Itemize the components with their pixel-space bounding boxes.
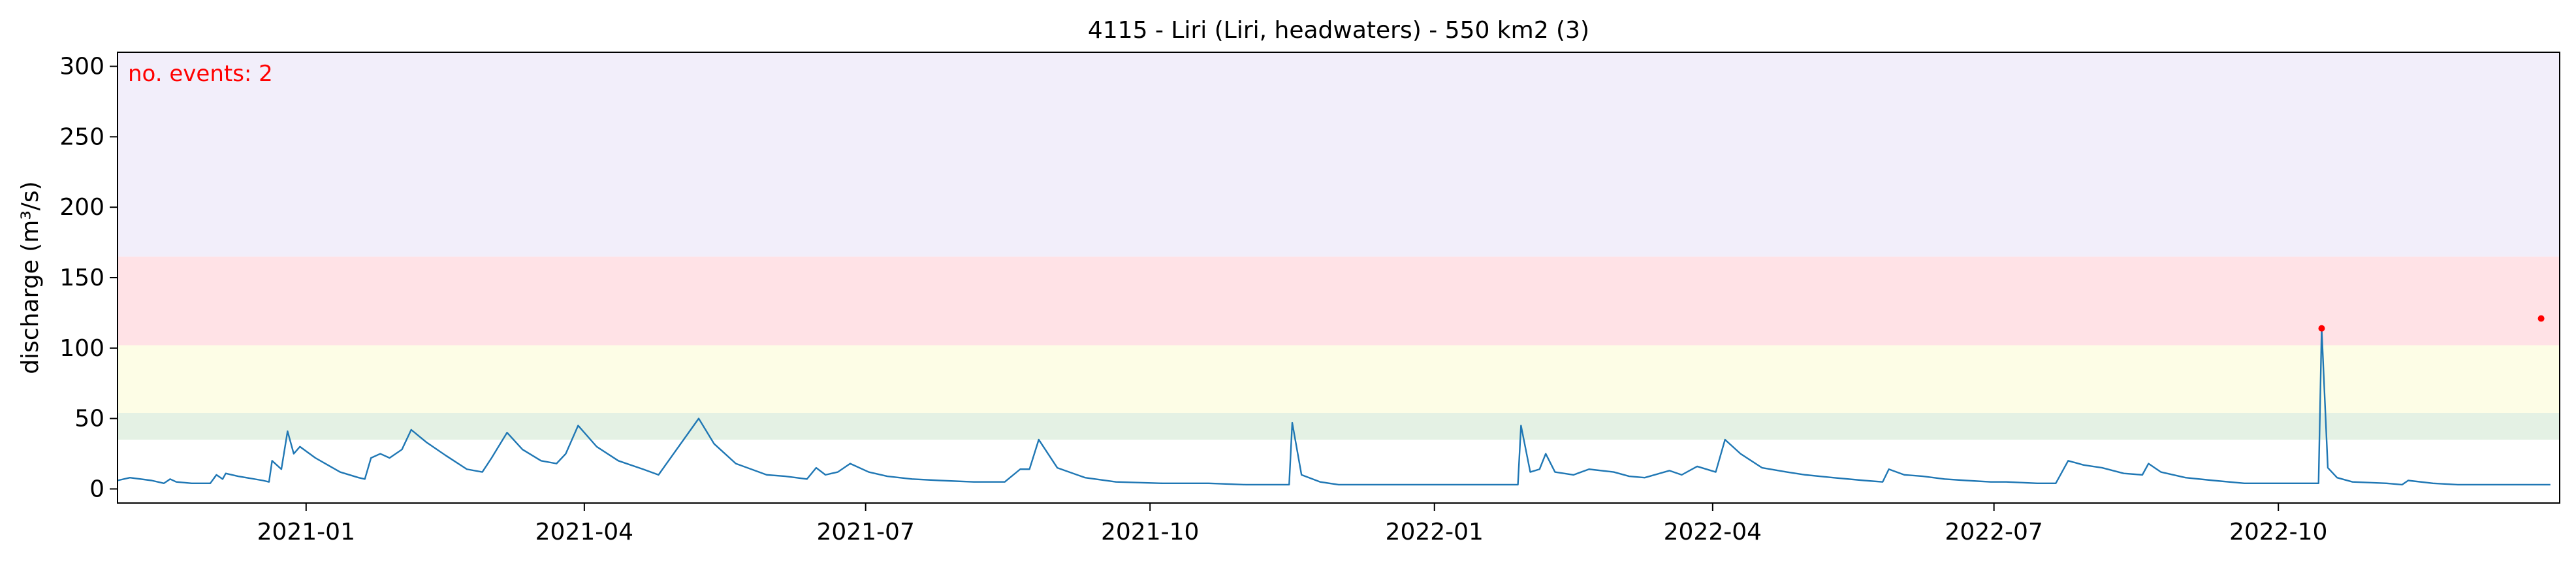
x-tick-label: 2021-01 xyxy=(257,519,355,545)
threshold-band-1 xyxy=(118,345,2560,413)
x-tick-label: 2022-07 xyxy=(1945,519,2043,545)
event-markers xyxy=(2318,315,2545,332)
y-tick-label: 150 xyxy=(59,265,104,291)
discharge-series-line xyxy=(117,327,2551,486)
events-count-label: no. events: 2 xyxy=(128,61,273,87)
y-axis: 0 50 100 150 200 250 300 xyxy=(59,54,118,502)
threshold-band-0 xyxy=(118,413,2560,440)
y-tick-label: 100 xyxy=(59,335,104,362)
y-tick-label: 200 xyxy=(59,194,104,221)
x-axis: 2021-01 2021-04 2021-07 2021-10 2022-01 2022-… xyxy=(257,503,2327,545)
x-tick-label: 2022-04 xyxy=(1664,519,1762,545)
threshold-band-3 xyxy=(118,52,2560,257)
threshold-band-2 xyxy=(118,256,2560,346)
y-tick-label: 0 xyxy=(89,476,104,502)
x-tick-label: 2022-01 xyxy=(1386,519,1484,545)
event-marker-1 xyxy=(2537,315,2545,322)
chart-title: 4115 - Liri (Liri, headwaters) - 550 km2… xyxy=(1088,17,1589,44)
y-tick-label: 50 xyxy=(74,406,104,432)
y-axis-label: discharge (m³/s) xyxy=(17,181,44,374)
y-tick-label: 250 xyxy=(59,123,104,150)
series-layer xyxy=(117,327,2551,486)
x-tick-label: 2021-04 xyxy=(535,519,633,545)
event-marker-0 xyxy=(2318,325,2325,332)
x-tick-label: 2021-07 xyxy=(816,519,914,545)
x-tick-label: 2022-10 xyxy=(2229,519,2327,545)
x-tick-label: 2021-10 xyxy=(1101,519,1199,545)
threshold-bands xyxy=(118,52,2560,440)
y-tick-label: 300 xyxy=(59,54,104,80)
